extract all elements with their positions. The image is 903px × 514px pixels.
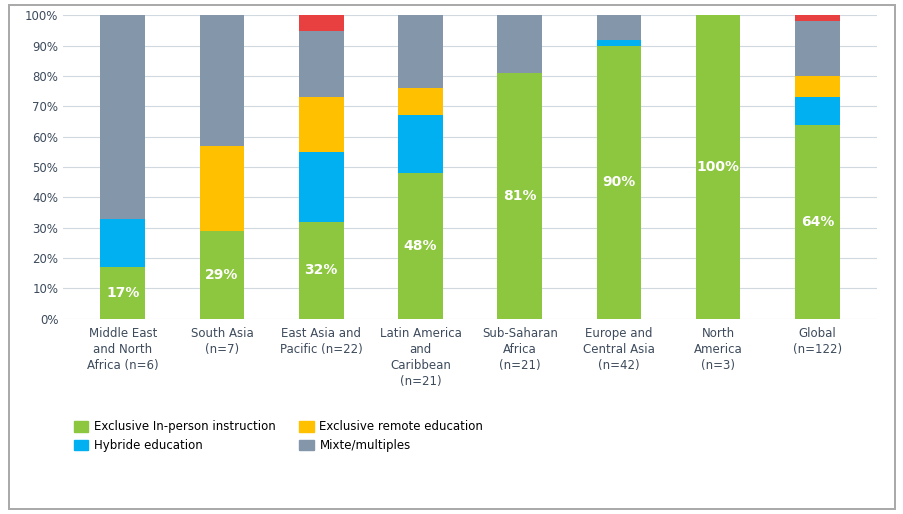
Bar — [397, 116, 442, 173]
Bar — [497, 15, 542, 73]
Bar — [794, 76, 839, 97]
Text: 100%: 100% — [696, 160, 739, 174]
Bar — [299, 222, 343, 319]
Text: 81%: 81% — [502, 189, 535, 203]
Bar — [596, 46, 640, 319]
Bar — [794, 15, 839, 22]
Legend: Exclusive In-person instruction, Hybride education, Exclusive remote education, : Exclusive In-person instruction, Hybride… — [70, 415, 488, 457]
Bar — [200, 15, 244, 146]
Text: 17%: 17% — [106, 286, 139, 300]
Text: 90%: 90% — [601, 175, 635, 189]
Bar — [794, 124, 839, 319]
Bar — [596, 40, 640, 46]
Bar — [397, 15, 442, 88]
Bar — [299, 97, 343, 152]
Bar — [299, 152, 343, 222]
Bar — [794, 22, 839, 76]
Bar — [397, 173, 442, 319]
Text: 29%: 29% — [205, 268, 238, 282]
Bar — [397, 88, 442, 116]
Text: 48%: 48% — [404, 239, 437, 253]
Text: 32%: 32% — [304, 263, 338, 277]
Bar — [100, 218, 145, 267]
Bar — [200, 231, 244, 319]
Bar — [794, 97, 839, 124]
Text: 64%: 64% — [800, 215, 833, 229]
Bar — [100, 15, 145, 218]
Bar — [497, 73, 542, 319]
Bar — [100, 267, 145, 319]
Bar — [695, 15, 740, 319]
Bar — [596, 15, 640, 40]
Bar — [299, 15, 343, 31]
Bar — [200, 146, 244, 231]
Bar — [299, 31, 343, 97]
